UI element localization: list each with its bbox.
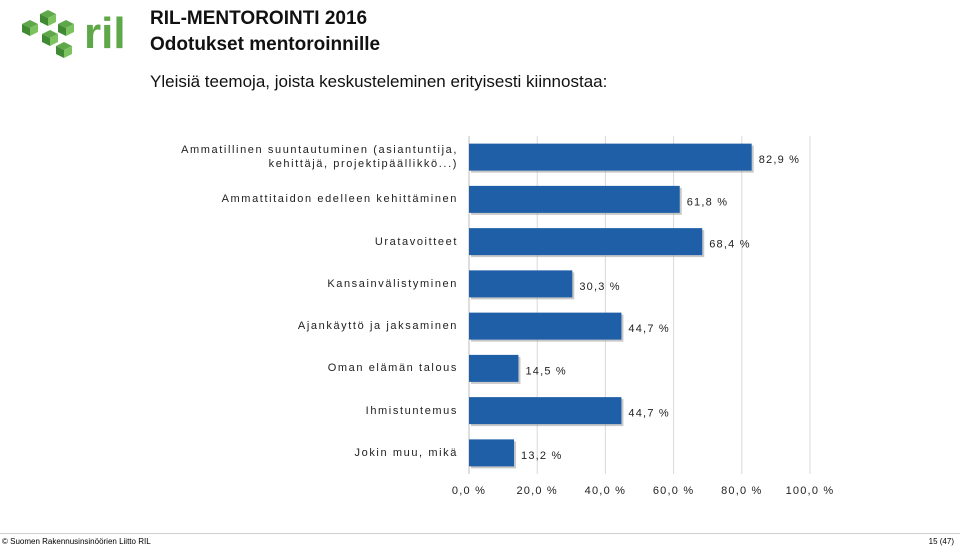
data-label: 30,3 % bbox=[579, 281, 620, 293]
data-label: 13,2 % bbox=[521, 450, 562, 462]
bar bbox=[469, 397, 622, 425]
question-text: Yleisiä teemoja, joista keskusteleminen … bbox=[150, 72, 608, 91]
bar bbox=[469, 143, 752, 171]
category-label: Kansainvälistyminen bbox=[327, 277, 458, 290]
x-tick-label: 20,0 % bbox=[516, 485, 557, 497]
category-label: Jokin muu, mikä bbox=[354, 446, 458, 459]
bar bbox=[469, 312, 622, 340]
ril-logo: ril bbox=[22, 9, 126, 58]
data-label: 14,5 % bbox=[525, 365, 566, 377]
data-label: 61,8 % bbox=[687, 196, 728, 208]
data-label: 44,7 % bbox=[628, 408, 669, 420]
bar bbox=[469, 354, 519, 382]
bar bbox=[469, 439, 515, 467]
data-label: 68,4 % bbox=[709, 239, 750, 251]
category-label: Oman elämän talous bbox=[327, 362, 458, 375]
category-label: Ihmistuntemus bbox=[365, 404, 458, 417]
footer-divider bbox=[0, 533, 960, 534]
category-label: Ajankäyttö ja jaksaminen bbox=[297, 320, 458, 333]
x-tick-label: 60,0 % bbox=[653, 485, 694, 497]
x-tick-label: 40,0 % bbox=[585, 485, 626, 497]
category-label: Uratavoitteet bbox=[374, 235, 458, 248]
title-line-2: Odotukset mentoroinnille bbox=[150, 34, 381, 55]
x-tick-label: 100,0 % bbox=[786, 485, 835, 497]
title-line-1: RIL-MENTOROINTI 2016 bbox=[150, 8, 368, 29]
x-tick-label: 0,0 % bbox=[452, 485, 486, 497]
logo-text: ril bbox=[84, 9, 126, 58]
page-number: 15 (47) bbox=[928, 537, 954, 546]
category-label: Ammatillinen suuntautuminen (asiantuntij… bbox=[181, 144, 458, 171]
bar bbox=[469, 185, 680, 213]
bar bbox=[469, 270, 573, 298]
page-title: RIL-MENTOROINTI 2016 Odotukset mentoroin… bbox=[150, 6, 380, 58]
data-label: 44,7 % bbox=[628, 323, 669, 335]
bar bbox=[469, 228, 703, 256]
data-label: 82,9 % bbox=[759, 154, 800, 166]
footer-copyright: © Suomen Rakennusinsinöörien Liitto RIL bbox=[2, 537, 151, 546]
category-label: Ammattitaidon edelleen kehittäminen bbox=[221, 193, 458, 206]
green-cube-cluster-logo bbox=[22, 10, 74, 58]
x-tick-label: 80,0 % bbox=[721, 485, 762, 497]
